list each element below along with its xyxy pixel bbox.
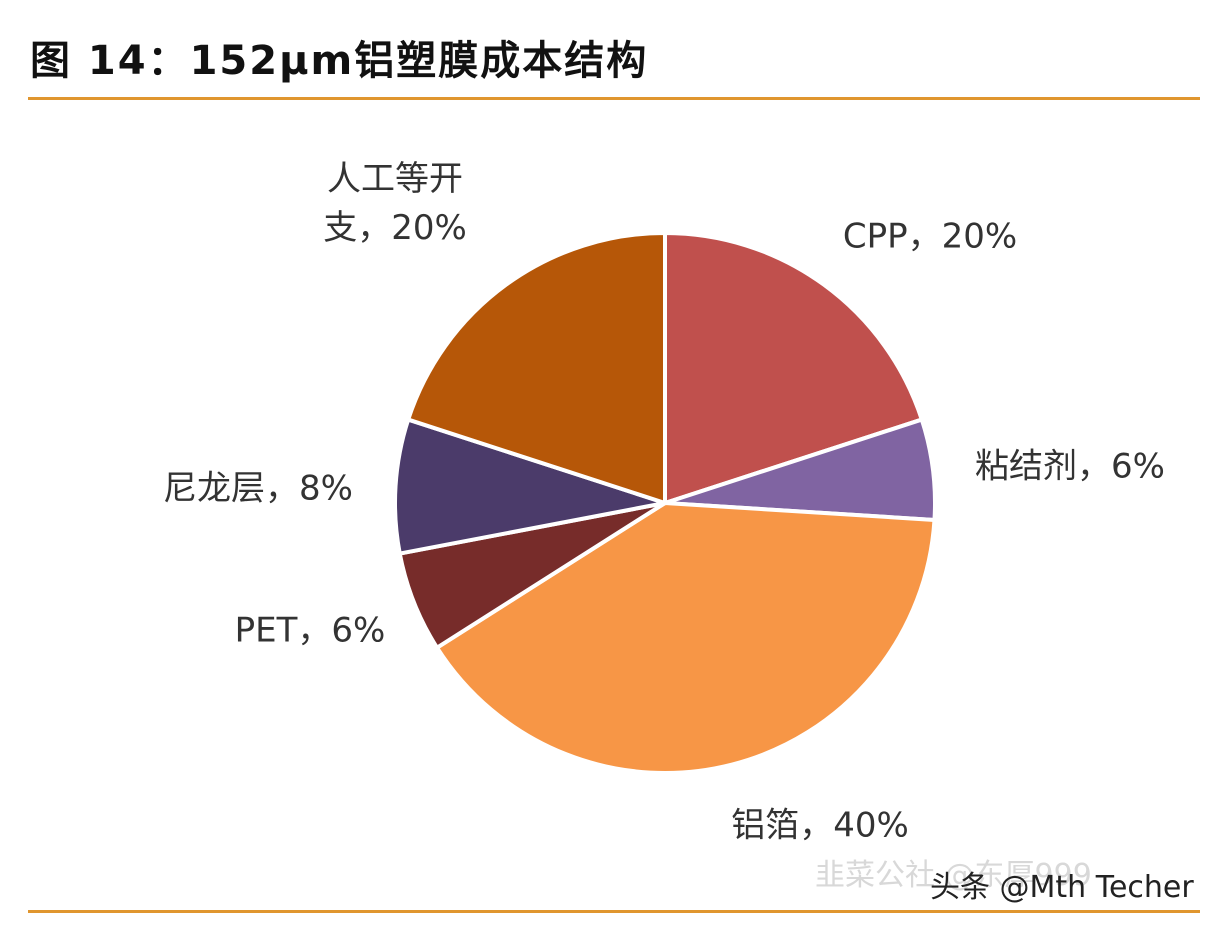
data-label: 人工等开支，20% <box>323 159 467 248</box>
data-label: PET，6% <box>234 610 386 651</box>
data-label: 粘结剂，6% <box>975 446 1165 487</box>
chart-title: 图 14：152μm铝塑膜成本结构 <box>30 38 649 84</box>
watermark: 韭菜公社 @东厚999 <box>815 858 1092 893</box>
data-label: 尼龙层，8% <box>163 468 353 509</box>
data-label: CPP，20% <box>842 216 1018 257</box>
data-label: 铝箔，40% <box>731 805 909 846</box>
bottom-rule <box>28 910 1200 913</box>
pie-slice <box>663 231 924 505</box>
top-rule <box>28 97 1200 100</box>
pie-slice <box>393 417 667 556</box>
watermark: 头条 @Mth Techer <box>930 870 1194 905</box>
pie-slice <box>406 231 667 505</box>
